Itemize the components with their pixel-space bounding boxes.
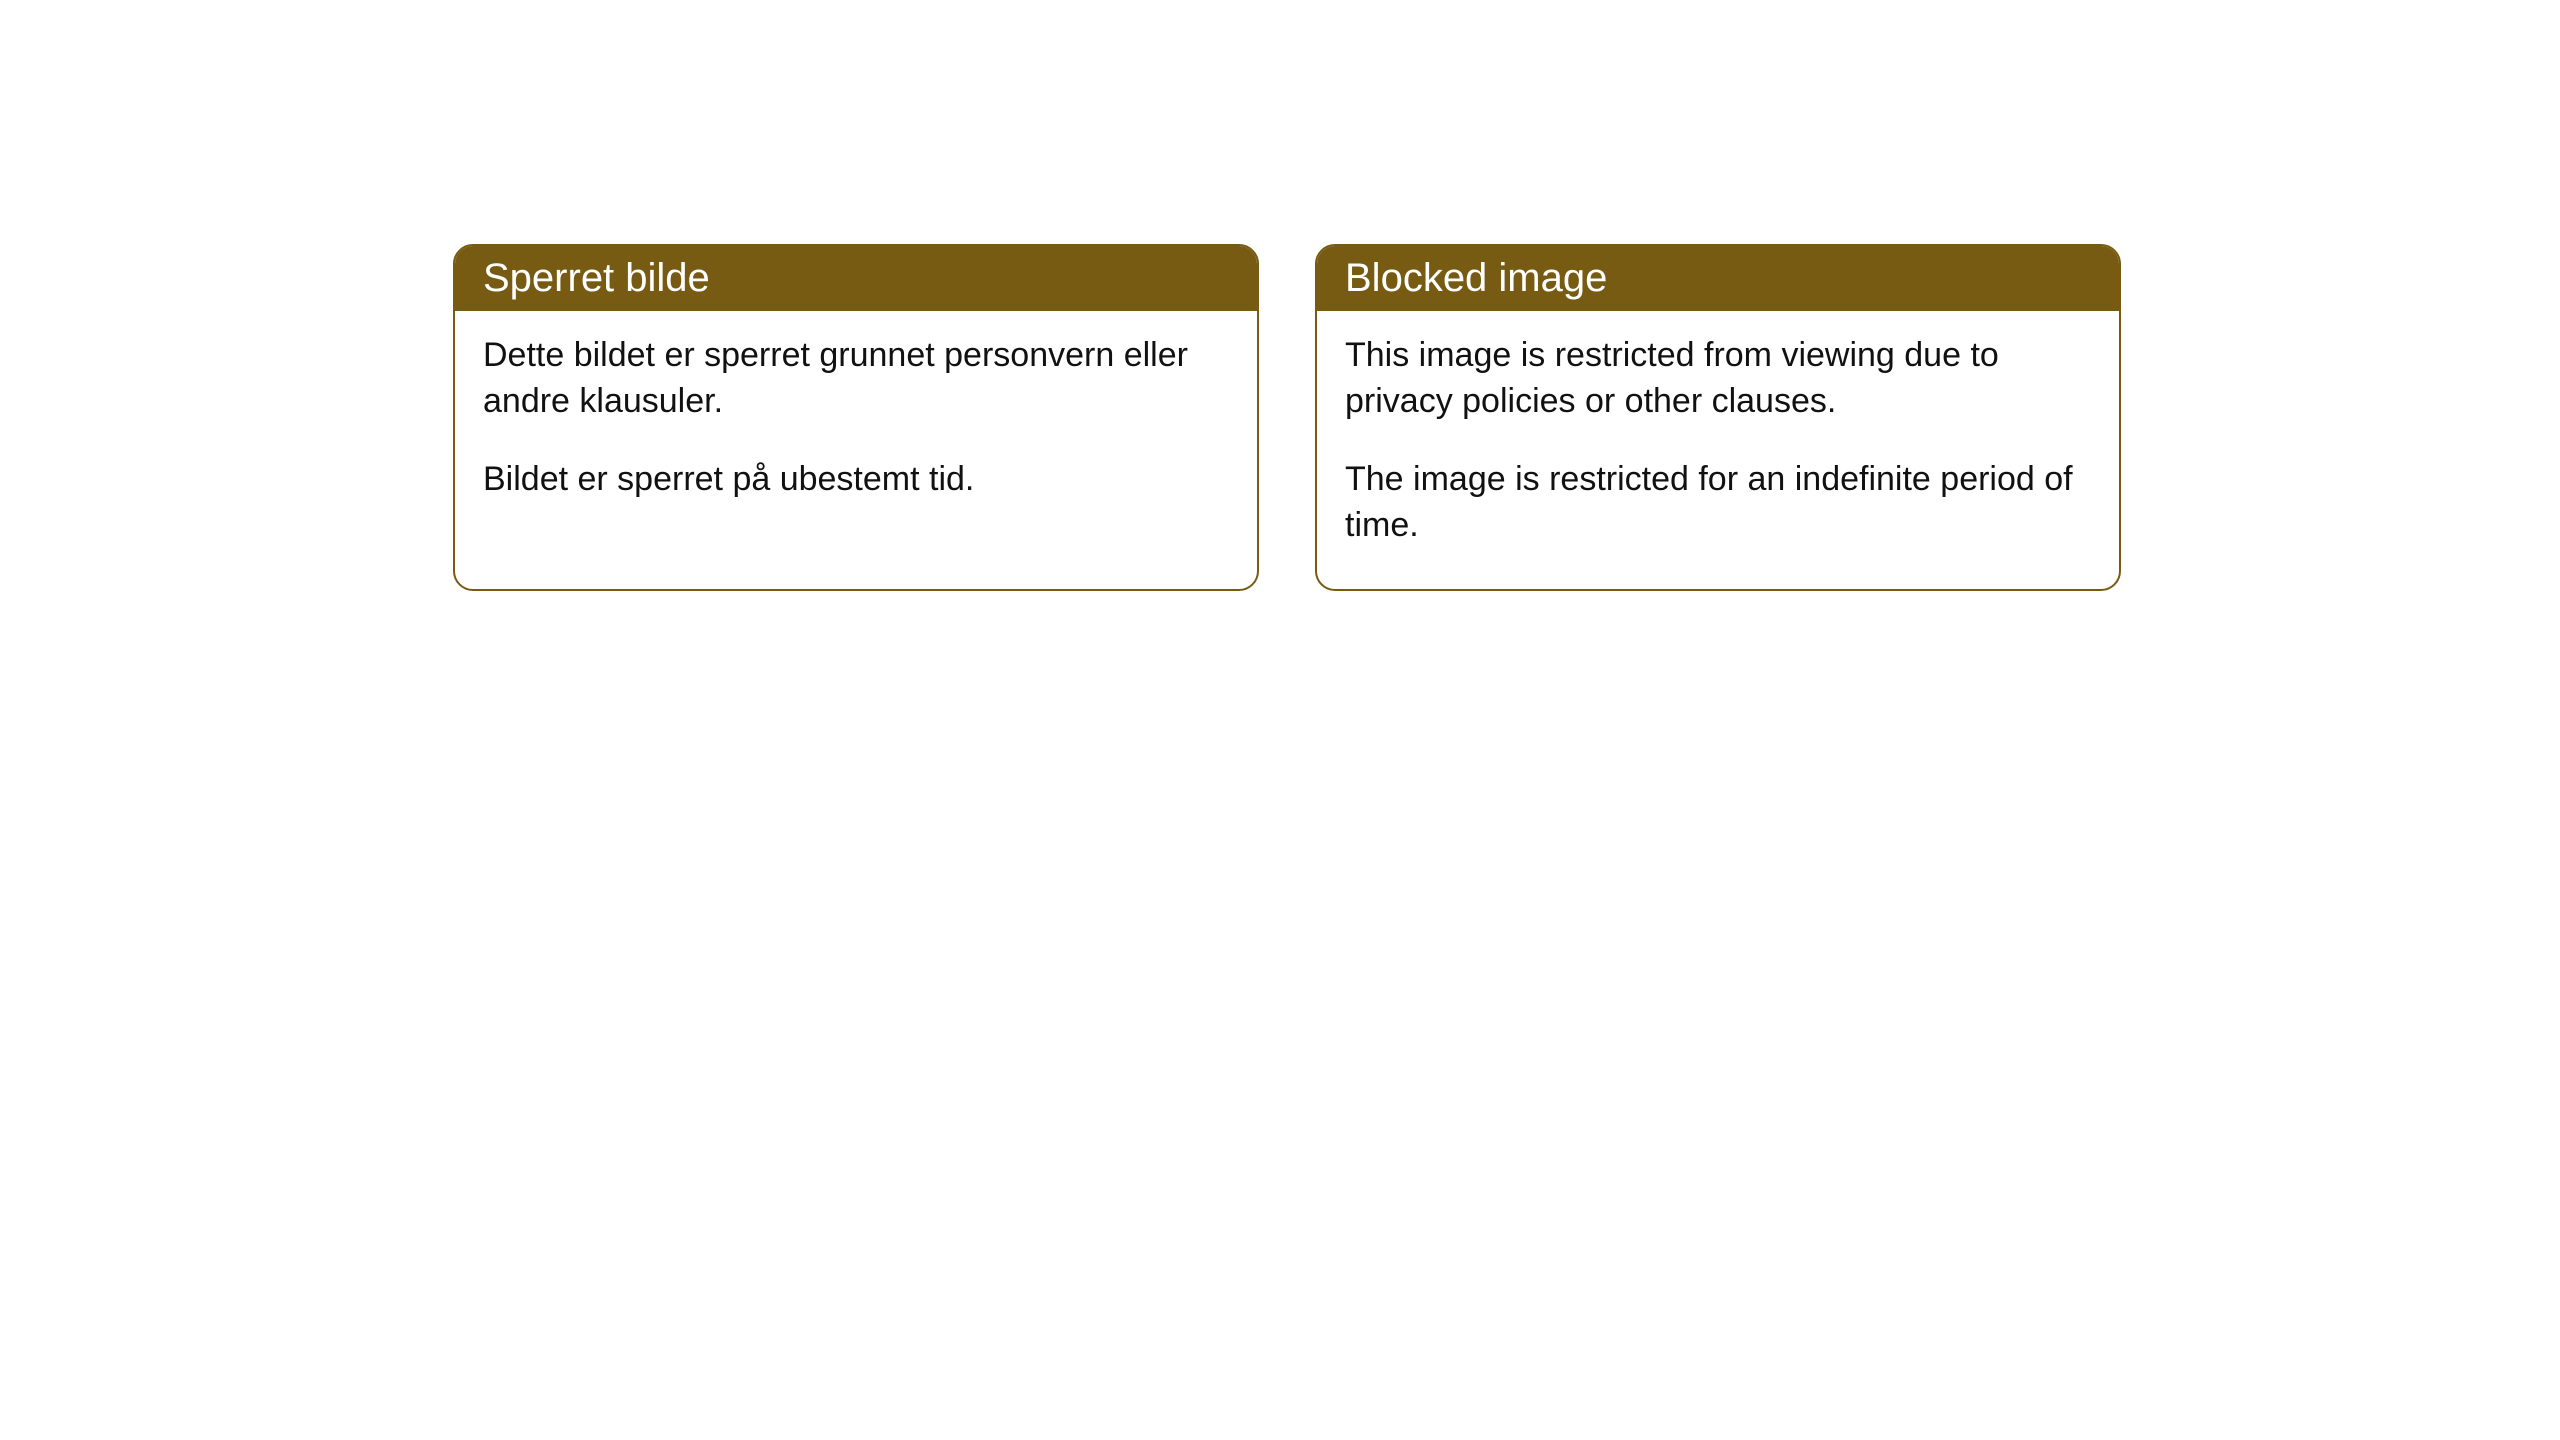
card-paragraph: Dette bildet er sperret grunnet personve… — [483, 333, 1229, 425]
blocked-image-card-norwegian: Sperret bilde Dette bildet er sperret gr… — [453, 244, 1259, 591]
card-body-english: This image is restricted from viewing du… — [1317, 311, 2119, 589]
card-header-norwegian: Sperret bilde — [455, 246, 1257, 311]
card-header-english: Blocked image — [1317, 246, 2119, 311]
card-paragraph: The image is restricted for an indefinit… — [1345, 457, 2091, 549]
cards-container: Sperret bilde Dette bildet er sperret gr… — [0, 0, 2560, 591]
blocked-image-card-english: Blocked image This image is restricted f… — [1315, 244, 2121, 591]
card-paragraph: Bildet er sperret på ubestemt tid. — [483, 457, 1229, 503]
card-paragraph: This image is restricted from viewing du… — [1345, 333, 2091, 425]
card-title: Blocked image — [1345, 256, 1607, 300]
card-body-norwegian: Dette bildet er sperret grunnet personve… — [455, 311, 1257, 543]
card-title: Sperret bilde — [483, 256, 710, 300]
